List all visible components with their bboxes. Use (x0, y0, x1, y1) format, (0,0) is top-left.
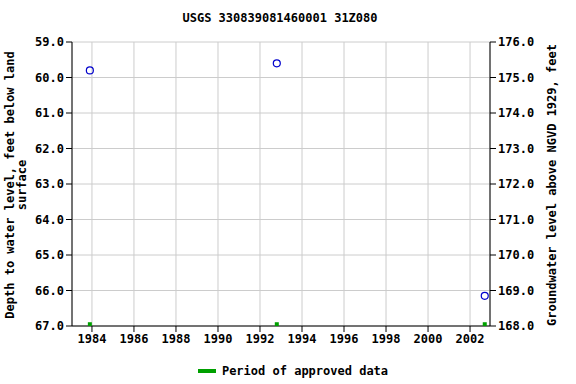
svg-text:169.0: 169.0 (498, 284, 534, 298)
svg-text:63.0: 63.0 (35, 177, 64, 191)
svg-text:1992: 1992 (246, 332, 275, 346)
svg-text:1990: 1990 (204, 332, 233, 346)
svg-text:175.0: 175.0 (498, 71, 534, 85)
svg-text:2000: 2000 (414, 332, 443, 346)
svg-text:173.0: 173.0 (498, 142, 534, 156)
svg-text:171.0: 171.0 (498, 213, 534, 227)
svg-text:170.0: 170.0 (498, 248, 534, 262)
svg-text:67.0: 67.0 (35, 319, 64, 333)
svg-text:surface: surface (15, 160, 29, 211)
svg-text:168.0: 168.0 (498, 319, 534, 333)
svg-text:1988: 1988 (162, 332, 191, 346)
svg-text:1994: 1994 (288, 332, 317, 346)
svg-text:61.0: 61.0 (35, 106, 64, 120)
svg-text:64.0: 64.0 (35, 213, 64, 227)
svg-text:2002: 2002 (456, 332, 485, 346)
svg-text:66.0: 66.0 (35, 284, 64, 298)
svg-text:Groundwater level above NGVD 1: Groundwater level above NGVD 1929, feet (545, 44, 559, 326)
svg-text:1986: 1986 (120, 332, 149, 346)
svg-text:176.0: 176.0 (498, 35, 534, 49)
svg-text:1984: 1984 (78, 332, 107, 346)
svg-text:65.0: 65.0 (35, 248, 64, 262)
html-text:USGS 330839081460001 31Z080: USGS 330839081460001 31Z080 (182, 11, 378, 25)
svg-text:172.0: 172.0 (498, 177, 534, 191)
svg-text:174.0: 174.0 (498, 106, 534, 120)
html-text:Period of approved data: Period of approved data (221, 364, 389, 378)
svg-text:59.0: 59.0 (35, 35, 64, 49)
svg-text:62.0: 62.0 (35, 142, 64, 156)
svg-text:60.0: 60.0 (35, 71, 64, 85)
svg-text:1996: 1996 (330, 332, 359, 346)
svg-text:1998: 1998 (372, 332, 401, 346)
